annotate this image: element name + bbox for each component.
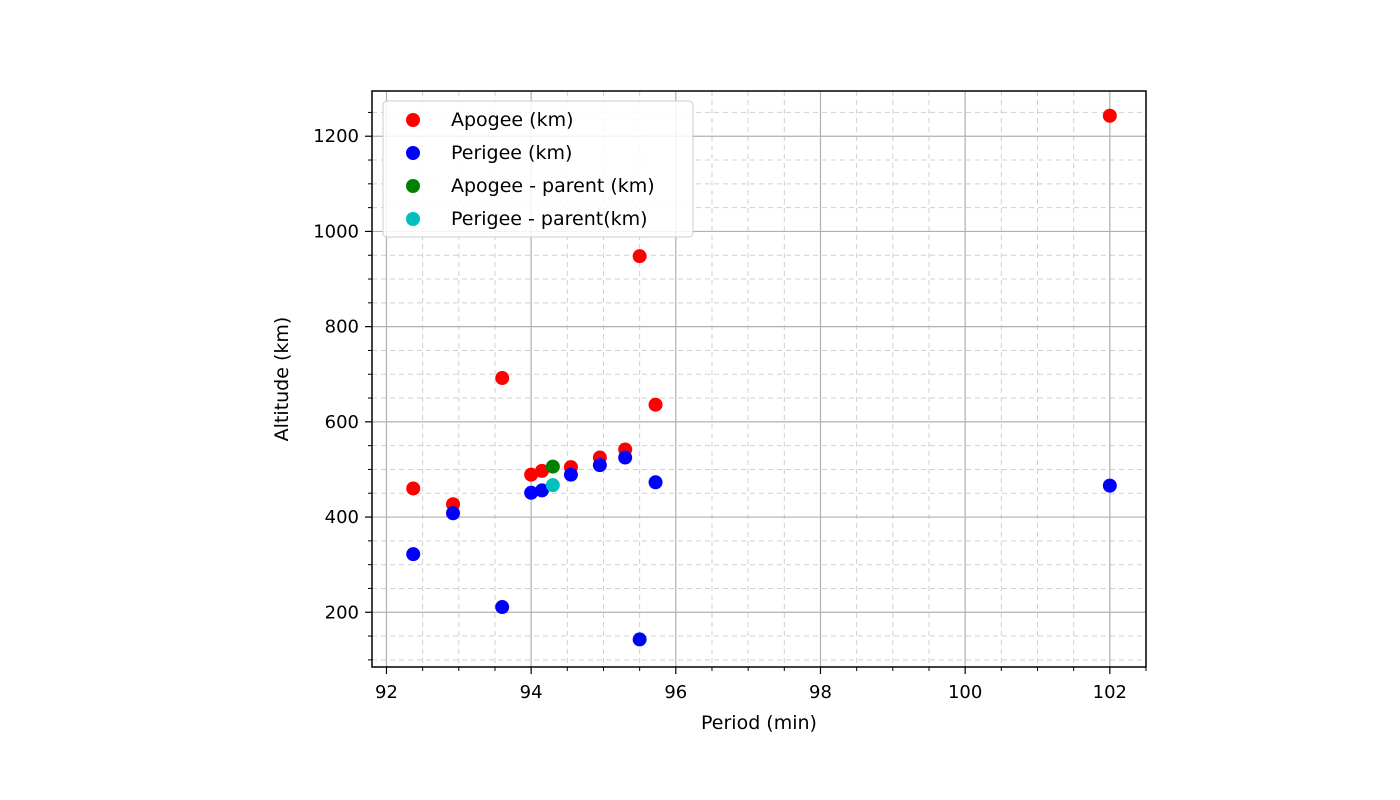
legend-label-1: Apogee (km) (451, 109, 574, 131)
point-series-2 (563, 467, 578, 482)
point-series-2 (524, 485, 539, 500)
data-points (406, 108, 1117, 647)
point-series-1 (524, 467, 539, 482)
point-series-4 (545, 478, 560, 493)
point-series-2 (618, 450, 633, 465)
point-series-2 (446, 506, 461, 521)
point-series-2 (592, 458, 607, 473)
point-series-1 (406, 481, 421, 496)
x-tick-label: 98 (809, 682, 832, 703)
legend: Apogee (km) Perigee (km) Apogee - parent (… (382, 100, 694, 238)
point-series-2 (632, 632, 647, 647)
point-series-2 (534, 483, 549, 498)
legend-box (382, 100, 694, 238)
x-tick-label: 92 (375, 682, 398, 703)
y-tick-label: 1000 (313, 221, 359, 242)
y-tick-label: 400 (325, 507, 359, 528)
point-series-1 (648, 397, 663, 412)
legend-marker-2 (406, 146, 420, 160)
point-series-1 (495, 371, 510, 386)
point-series-2 (495, 600, 510, 615)
legend-marker-1 (406, 113, 420, 127)
y-tick-label: 600 (325, 412, 359, 433)
point-series-2 (406, 547, 421, 562)
legend-label-2: Perigee (km) (451, 142, 572, 164)
y-tick-label: 200 (325, 602, 359, 623)
x-tick-label: 102 (1093, 682, 1127, 703)
legend-label-4: Perigee - parent(km) (451, 208, 648, 230)
point-series-1 (534, 463, 549, 478)
point-series-3 (545, 459, 560, 474)
y-tick-label: 1200 (313, 126, 359, 147)
x-tick-label: 100 (948, 682, 982, 703)
x-tick-labels: 92 94 96 98 100 102 (375, 682, 1127, 703)
y-axis-label: Altitude (km) (271, 317, 293, 442)
legend-label-3: Apogee - parent (km) (451, 175, 655, 197)
axis-ticks (365, 111, 1147, 674)
y-tick-labels: 200 400 600 800 1000 1200 (313, 126, 359, 623)
legend-marker-3 (406, 179, 420, 193)
x-tick-label: 96 (664, 682, 687, 703)
point-series-2 (648, 475, 663, 490)
legend-marker-4 (406, 212, 420, 226)
x-axis-label: Period (min) (701, 712, 817, 734)
point-series-2 (1102, 478, 1117, 493)
plot-frame (371, 90, 1147, 668)
point-series-1 (632, 249, 647, 264)
y-tick-label: 800 (325, 317, 359, 338)
point-series-1 (1102, 108, 1117, 123)
x-tick-label: 94 (520, 682, 543, 703)
